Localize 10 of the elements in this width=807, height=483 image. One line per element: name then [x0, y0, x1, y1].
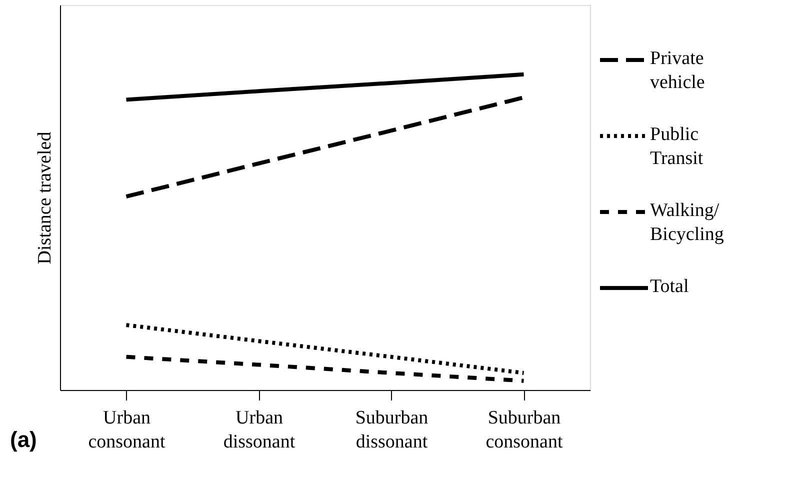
- legend-label: Private vehicle: [650, 48, 705, 93]
- legend-label: Walking/ Bicycling: [650, 200, 724, 245]
- x-tick-label: Suburban dissonant: [355, 408, 429, 452]
- x-tick-label: Urban consonant: [88, 408, 166, 452]
- legend-label: Total: [650, 276, 689, 297]
- x-tick-label: Suburban consonant: [486, 408, 564, 452]
- y-axis-title: Distance traveled: [34, 131, 56, 264]
- text: (a): [10, 427, 37, 452]
- x-tick-label: Urban dissonant: [223, 408, 296, 452]
- legend-label: Public Transit: [650, 124, 704, 169]
